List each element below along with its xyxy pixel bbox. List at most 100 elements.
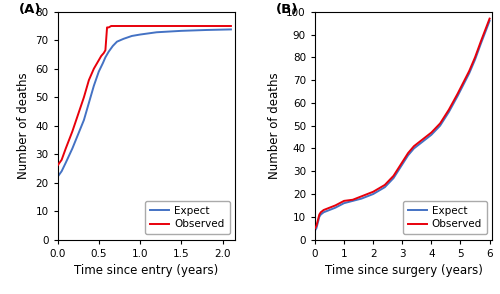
Observed xyxy=(446,108,452,111)
Expect xyxy=(472,58,478,61)
Observed xyxy=(54,164,60,167)
Legend: Expect, Observed: Expect, Observed xyxy=(402,201,488,234)
Observed xyxy=(70,130,75,133)
Y-axis label: Number of deaths: Number of deaths xyxy=(268,72,280,179)
Observed xyxy=(314,221,320,224)
Observed xyxy=(466,69,472,73)
Observed xyxy=(220,24,226,28)
Observed xyxy=(318,211,324,214)
Expect xyxy=(100,61,106,65)
Observed xyxy=(312,226,318,230)
Expect xyxy=(416,142,422,146)
Expect xyxy=(405,153,411,157)
Expect xyxy=(326,208,332,212)
Expect xyxy=(75,133,81,136)
Expect xyxy=(129,34,135,38)
Expect xyxy=(324,209,330,213)
Expect xyxy=(460,83,466,86)
Observed xyxy=(370,190,376,193)
Observed xyxy=(382,183,388,187)
Observed xyxy=(162,24,168,28)
Observed xyxy=(332,204,338,207)
Observed xyxy=(472,56,478,59)
X-axis label: Time since entry (years): Time since entry (years) xyxy=(74,264,219,277)
Observed xyxy=(98,54,104,58)
Expect xyxy=(120,37,126,41)
Observed xyxy=(58,158,64,162)
Expect xyxy=(228,28,234,31)
Expect xyxy=(314,226,320,230)
Observed xyxy=(110,24,116,28)
X-axis label: Time since surgery (years): Time since surgery (years) xyxy=(325,264,482,277)
Observed xyxy=(228,24,234,28)
Expect xyxy=(110,44,116,48)
Observed xyxy=(486,17,492,20)
Text: (A): (A) xyxy=(18,3,41,16)
Line: Expect: Expect xyxy=(58,29,231,177)
Observed xyxy=(63,147,69,150)
Expect xyxy=(86,101,92,105)
Observed xyxy=(411,144,417,148)
Expect xyxy=(350,199,356,203)
Expect xyxy=(478,42,484,45)
Expect xyxy=(96,70,102,73)
Expect xyxy=(390,176,396,180)
Observed xyxy=(81,96,87,99)
Observed xyxy=(100,51,106,55)
Observed xyxy=(358,195,364,198)
Observed xyxy=(341,199,347,203)
Observed xyxy=(137,24,143,28)
Expect xyxy=(316,218,322,222)
Observed xyxy=(75,113,81,116)
Observed xyxy=(86,78,92,82)
Observed xyxy=(390,174,396,178)
Observed xyxy=(478,40,484,43)
Observed xyxy=(186,24,192,28)
Expect xyxy=(63,161,69,164)
Expect xyxy=(400,163,406,166)
Observed xyxy=(350,198,356,201)
Line: Observed: Observed xyxy=(58,26,231,166)
Expect xyxy=(341,201,347,205)
Expect xyxy=(318,213,324,216)
Expect xyxy=(70,147,75,150)
Expect xyxy=(454,94,460,98)
Expect xyxy=(411,147,417,150)
Observed xyxy=(108,24,114,28)
Observed xyxy=(106,26,112,29)
Observed xyxy=(102,49,108,52)
Observed xyxy=(316,216,322,220)
Y-axis label: Number of deaths: Number of deaths xyxy=(17,72,30,179)
Observed xyxy=(114,24,120,28)
Expect xyxy=(154,31,160,34)
Observed xyxy=(422,135,428,139)
Expect xyxy=(312,229,318,232)
Expect xyxy=(81,118,87,122)
Observed xyxy=(416,140,422,143)
Observed xyxy=(316,213,322,216)
Expect xyxy=(446,110,452,114)
Observed xyxy=(326,206,332,209)
Observed xyxy=(482,28,488,32)
Expect xyxy=(178,29,184,33)
Observed xyxy=(314,224,320,228)
Expect xyxy=(114,40,120,44)
Observed xyxy=(104,26,110,29)
Observed xyxy=(437,122,443,125)
Expect xyxy=(482,31,488,34)
Expect xyxy=(370,192,376,196)
Line: Expect: Expect xyxy=(315,21,490,230)
Observed xyxy=(120,24,126,28)
Expect xyxy=(437,124,443,127)
Text: (B): (B) xyxy=(276,3,298,16)
Expect xyxy=(382,186,388,189)
Observed xyxy=(324,207,330,211)
Expect xyxy=(314,223,320,227)
Expect xyxy=(486,19,492,23)
Line: Observed: Observed xyxy=(315,19,490,228)
Expect xyxy=(91,84,97,88)
Expect xyxy=(332,206,338,209)
Observed xyxy=(96,59,102,62)
Observed xyxy=(428,131,434,134)
Expect xyxy=(320,211,326,214)
